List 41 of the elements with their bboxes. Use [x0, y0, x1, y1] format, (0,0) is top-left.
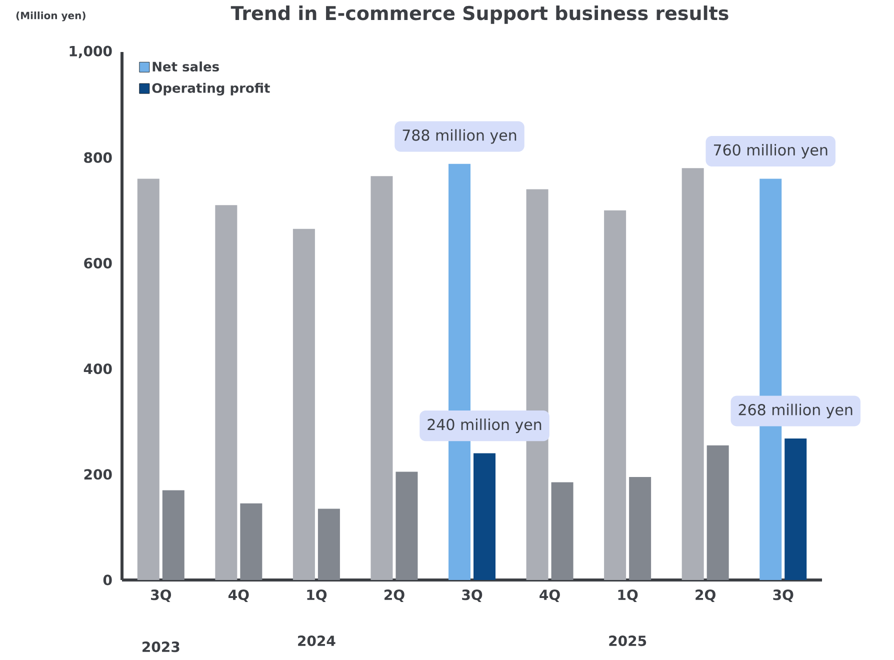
y-tick-label: 200 — [84, 469, 112, 480]
bar — [162, 490, 184, 580]
bar — [370, 176, 393, 580]
x-tick-label: 4Q — [540, 590, 560, 602]
x-tick-label: 1Q — [307, 590, 327, 602]
legend-label: Net sales — [152, 61, 219, 72]
x-tick-label: 3Q — [151, 590, 172, 602]
bar — [292, 228, 315, 580]
data-label: 268 million yen — [738, 404, 852, 418]
data-label: 240 million yen — [428, 418, 542, 434]
bar — [784, 438, 807, 580]
bar — [396, 472, 418, 580]
chart-title: Trend in E-commerce Support business results — [230, 6, 728, 24]
x-tick-label: 3Q — [773, 590, 794, 602]
bar — [706, 445, 729, 580]
y-tick-label: 1,000 — [70, 46, 112, 58]
y-tick-label: 800 — [84, 152, 112, 163]
y-tick-label: 400 — [84, 363, 112, 374]
bar — [682, 168, 704, 580]
bar — [551, 482, 574, 580]
data-label: 788 million yen — [402, 129, 516, 144]
text: 2024 — [298, 636, 336, 646]
x-tick-label: 2Q — [384, 590, 404, 602]
bar — [474, 453, 496, 580]
x-tick-label: 2Q — [696, 590, 716, 602]
bar — [604, 210, 626, 580]
data-label: 760 million yen — [714, 144, 828, 159]
text: 2025 — [609, 636, 646, 646]
x-tick-label: 4Q — [228, 590, 249, 602]
y-tick-label: 0 — [103, 574, 112, 586]
y-tick-label: 600 — [84, 258, 112, 268]
x-tick-label: 1Q — [618, 590, 638, 602]
bar — [215, 205, 238, 580]
bar — [240, 503, 262, 580]
bar — [137, 178, 160, 580]
bar — [629, 477, 652, 580]
legend-label: Operating profit — [152, 82, 270, 96]
bar — [318, 508, 340, 580]
x-tick-label: 3Q — [462, 590, 482, 602]
text: 2023 — [142, 642, 180, 652]
y-axis-title: (Million yen) — [16, 12, 86, 22]
